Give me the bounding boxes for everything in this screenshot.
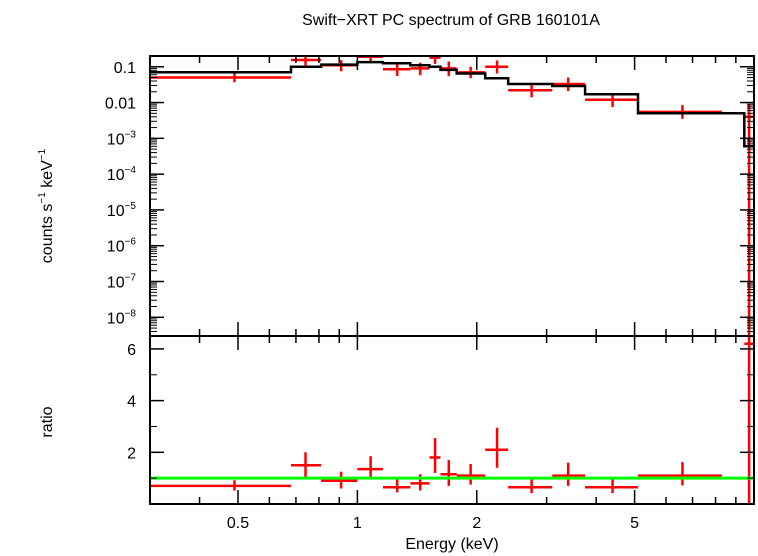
top-model-group (150, 60, 754, 148)
ratio-point (456, 463, 486, 485)
bottom-y-tick-label: 2 (127, 445, 136, 462)
ratio-point (508, 478, 553, 494)
x-tick-label: 2 (472, 515, 481, 532)
bottom-panel-frame (149, 335, 755, 505)
model-curve (150, 60, 754, 148)
ratio-point (552, 462, 586, 486)
top-y-tick-base: 0.01 (105, 96, 136, 113)
top-y-tick-base: 10 (107, 131, 125, 148)
top-panel-frame (149, 55, 755, 337)
top-y-tick-base: 10 (107, 167, 125, 184)
bottom-panel: 2 4 6 ratio (39, 335, 755, 505)
ratio-point (585, 478, 639, 494)
data-point (429, 56, 441, 64)
top-y-tick-label: 0.1 (114, 60, 136, 77)
data-point (508, 84, 553, 98)
ratio-point (744, 336, 754, 504)
top-data-group (150, 55, 754, 336)
bottom-y-tick-label: 6 (127, 342, 136, 359)
ratio-point (429, 438, 441, 473)
ratio-point (382, 479, 411, 493)
top-y-tick-base: 0.1 (114, 60, 136, 77)
top-y-tick-label: 10−5 (107, 201, 137, 220)
ratio-point (290, 452, 322, 479)
top-y-axis-label-mid: keV (39, 160, 56, 192)
data-point (485, 60, 509, 74)
top-y-axis-label-exp1: −1 (37, 192, 48, 204)
top-y-tick-base: 10 (107, 310, 125, 327)
top-y-tick-exp: −6 (125, 237, 137, 248)
top-y-tick-label: 10−6 (107, 237, 137, 256)
data-point (638, 105, 722, 119)
top-y-tick-base: 10 (107, 274, 125, 291)
ratio-point (150, 480, 291, 491)
top-y-tick-label: 10−3 (107, 129, 137, 148)
top-y-tick-exp: −3 (125, 129, 137, 140)
bottom-y-axis-label: ratio (39, 406, 56, 437)
chart-title: Swift−XRT PC spectrum of GRB 160101A (302, 12, 600, 29)
top-y-axis-label-main: counts s (39, 204, 56, 264)
top-y-tick-label: 10−4 (107, 165, 137, 184)
data-point (552, 77, 586, 92)
ratio-point (357, 456, 383, 480)
top-y-tick-exp: −8 (125, 308, 137, 319)
data-point (585, 93, 639, 108)
top-y-tick-label: 10−7 (107, 272, 137, 291)
x-tick-label: 0.5 (227, 515, 249, 532)
x-ticks-group: 0.5 1 2 5 (149, 56, 755, 532)
top-y-tick-label: 10−8 (107, 308, 137, 327)
bottom-ticks-group: 2 4 6 (127, 342, 754, 479)
data-point (382, 63, 411, 77)
x-tick-label: 5 (630, 515, 639, 532)
top-y-tick-exp: −7 (125, 272, 137, 283)
top-y-axis-label-exp2: −1 (37, 148, 48, 160)
top-y-tick-exp: −5 (125, 201, 137, 212)
ratio-point (440, 460, 457, 486)
top-y-tick-label: 0.01 (105, 96, 136, 113)
data-point (150, 73, 291, 83)
top-y-axis-label: counts s−1 keV−1 (37, 148, 56, 263)
top-y-tick-base: 10 (107, 203, 125, 220)
top-y-tick-exp: −4 (125, 165, 137, 176)
ratio-point (638, 462, 722, 486)
x-tick-label: 1 (353, 515, 362, 532)
top-y-tick-base: 10 (107, 239, 125, 256)
x-axis-label: Energy (keV) (405, 536, 498, 553)
ratio-point (321, 471, 358, 489)
bottom-y-tick-label: 4 (127, 394, 136, 411)
bottom-data-group (150, 336, 754, 504)
ratio-point (485, 427, 509, 468)
